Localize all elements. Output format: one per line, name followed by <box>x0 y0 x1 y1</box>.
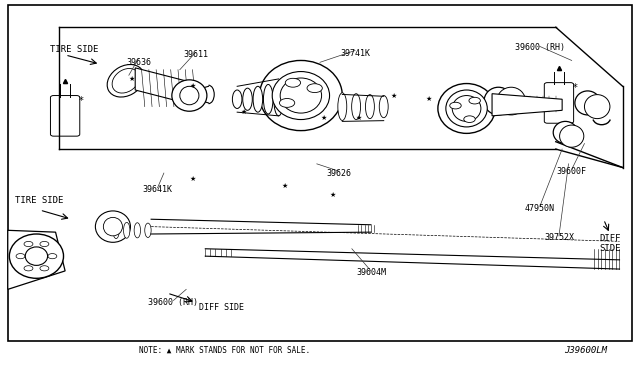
Ellipse shape <box>145 223 151 237</box>
Circle shape <box>280 99 295 108</box>
Polygon shape <box>492 94 562 116</box>
Ellipse shape <box>484 87 513 115</box>
FancyBboxPatch shape <box>544 83 573 123</box>
Text: DIFF SIDE: DIFF SIDE <box>199 303 244 312</box>
Text: *: * <box>79 96 83 106</box>
Text: 39604M: 39604M <box>356 268 386 277</box>
Ellipse shape <box>274 83 284 116</box>
Ellipse shape <box>95 211 131 242</box>
Text: ★: ★ <box>129 76 135 82</box>
Ellipse shape <box>559 125 584 147</box>
Ellipse shape <box>253 86 262 112</box>
Ellipse shape <box>351 94 360 119</box>
Ellipse shape <box>259 61 342 131</box>
Ellipse shape <box>103 217 122 236</box>
Circle shape <box>40 266 49 271</box>
Text: ★: ★ <box>355 115 362 121</box>
Circle shape <box>24 241 33 247</box>
Ellipse shape <box>26 247 47 265</box>
Text: *: * <box>573 83 577 93</box>
Ellipse shape <box>553 121 577 144</box>
Ellipse shape <box>172 80 207 111</box>
Circle shape <box>450 102 461 109</box>
Text: ★: ★ <box>390 93 396 99</box>
Text: 39611: 39611 <box>183 51 208 60</box>
Circle shape <box>307 84 323 93</box>
Ellipse shape <box>497 87 525 115</box>
Text: ★: ★ <box>189 83 196 89</box>
Text: NOTE: ▲ MARK STANDS FOR NOT FOR SALE.: NOTE: ▲ MARK STANDS FOR NOT FOR SALE. <box>139 346 310 355</box>
Circle shape <box>469 97 481 104</box>
Text: ★: ★ <box>189 176 196 182</box>
Text: TIRE SIDE: TIRE SIDE <box>15 196 64 205</box>
Circle shape <box>16 254 25 259</box>
Ellipse shape <box>380 96 388 118</box>
Polygon shape <box>8 230 65 289</box>
Text: ★: ★ <box>320 115 326 121</box>
Text: ★: ★ <box>282 183 288 189</box>
Ellipse shape <box>243 88 252 110</box>
Circle shape <box>24 266 33 271</box>
Ellipse shape <box>10 234 63 278</box>
Ellipse shape <box>280 78 321 113</box>
Polygon shape <box>135 68 205 105</box>
Ellipse shape <box>338 93 347 121</box>
Ellipse shape <box>180 86 199 105</box>
Ellipse shape <box>107 64 144 97</box>
Text: 39600 (RH): 39600 (RH) <box>148 298 198 307</box>
Ellipse shape <box>438 84 495 134</box>
Text: 39600F: 39600F <box>557 167 587 176</box>
Ellipse shape <box>452 96 481 121</box>
Text: 47950N: 47950N <box>525 203 555 213</box>
Text: 39752X: 39752X <box>544 233 574 242</box>
Circle shape <box>464 116 476 122</box>
Text: ★: ★ <box>425 96 431 102</box>
Circle shape <box>40 241 49 247</box>
Ellipse shape <box>584 94 610 119</box>
Ellipse shape <box>232 90 242 109</box>
Text: 39741K: 39741K <box>340 49 370 58</box>
Text: 39641K: 39641K <box>143 185 173 194</box>
Ellipse shape <box>264 84 273 114</box>
Ellipse shape <box>134 223 141 238</box>
Text: DIFF
SIDE: DIFF SIDE <box>599 234 621 253</box>
Circle shape <box>285 78 301 87</box>
Ellipse shape <box>113 222 119 238</box>
Ellipse shape <box>365 94 374 119</box>
FancyBboxPatch shape <box>51 96 80 136</box>
Text: 39600 (RH): 39600 (RH) <box>515 43 565 52</box>
Ellipse shape <box>446 90 487 127</box>
Ellipse shape <box>112 68 139 93</box>
Ellipse shape <box>124 222 130 238</box>
Text: ★: ★ <box>241 109 246 115</box>
Text: J39600LM: J39600LM <box>564 346 607 355</box>
Text: 39626: 39626 <box>326 169 351 177</box>
Text: 39636: 39636 <box>126 58 151 67</box>
Circle shape <box>48 254 57 259</box>
Text: TIRE SIDE: TIRE SIDE <box>51 45 99 54</box>
Ellipse shape <box>272 71 330 119</box>
Text: ★: ★ <box>330 192 336 198</box>
Ellipse shape <box>575 91 600 115</box>
